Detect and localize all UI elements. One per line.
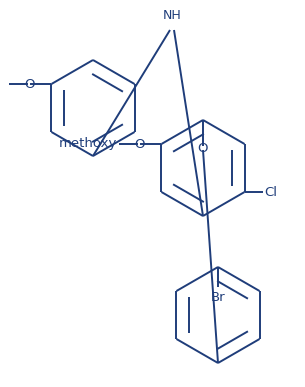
Text: Cl: Cl [264,185,278,199]
Text: Br: Br [211,291,225,304]
Text: methoxy: methoxy [59,137,117,151]
Text: NH: NH [163,9,181,22]
Text: O: O [134,137,145,151]
Text: O: O [24,77,35,91]
Text: O: O [198,142,208,154]
